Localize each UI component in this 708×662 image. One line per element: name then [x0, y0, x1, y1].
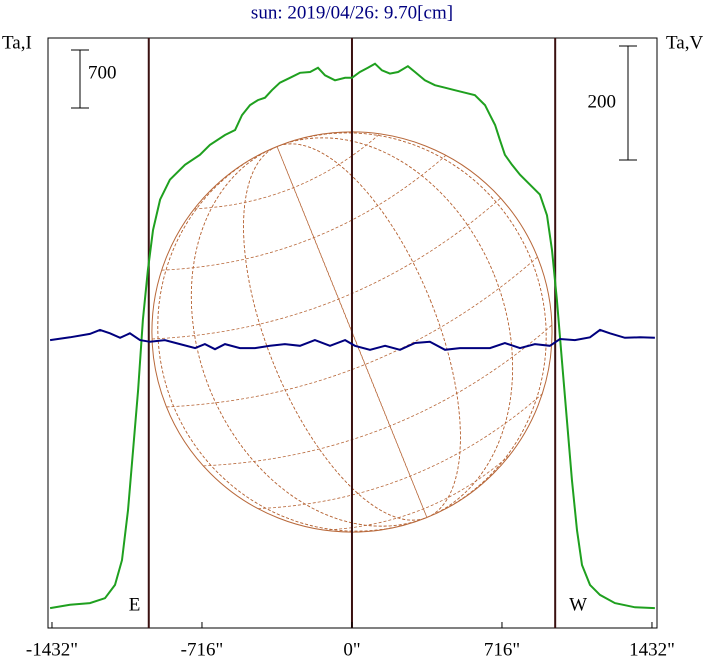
- parallel: [152, 197, 501, 340]
- series-line: [49, 328, 655, 351]
- parallel: [258, 393, 543, 510]
- scale-bar-label: 200: [588, 91, 617, 112]
- chart-title: sun: 2019/04/26: 9.70[cm]: [251, 2, 453, 23]
- parallel: [203, 324, 553, 467]
- x-tick-label: -716": [181, 639, 224, 660]
- x-tick-label: 716": [484, 639, 520, 660]
- limb-label: W: [569, 594, 587, 615]
- limb-label: E: [129, 594, 141, 615]
- x-tick-label: 1432": [629, 639, 675, 660]
- parallel: [324, 454, 510, 531]
- parallel: [166, 256, 538, 408]
- series-line: [49, 62, 655, 610]
- x-tick-label: -1432": [26, 639, 78, 660]
- x-tick-label: 0": [343, 639, 360, 660]
- parallel: [161, 155, 447, 271]
- y-axis-label: Ta,I: [2, 32, 32, 53]
- y2-axis-label: Ta,V: [666, 32, 703, 53]
- parallel: [194, 133, 381, 210]
- scale-bar-label: 700: [88, 62, 117, 83]
